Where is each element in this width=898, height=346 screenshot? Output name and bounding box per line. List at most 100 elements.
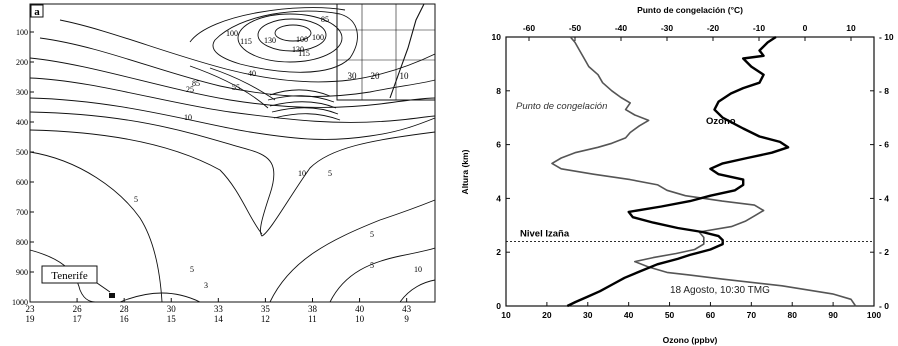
frost-point-tick-label: -20 bbox=[707, 23, 720, 33]
altitude-tick-label: 2 bbox=[496, 247, 501, 257]
altitude-tick-label-right: - 2 bbox=[879, 247, 889, 257]
frost-point-series-label: Punto de congelación bbox=[516, 101, 607, 112]
latitude-tick-label: 28 bbox=[120, 304, 130, 314]
ozone-tick-label: 20 bbox=[542, 310, 552, 320]
contour-jet-7 bbox=[190, 66, 268, 108]
longitude-tick-label: 11 bbox=[308, 314, 317, 324]
contour-value-label: 100 bbox=[226, 29, 238, 38]
longitude-tick-label: 19 bbox=[26, 314, 36, 324]
inset-tick-label: 30 bbox=[348, 71, 358, 81]
contour-value-label: 5 bbox=[134, 195, 138, 204]
ozone-tick-label: 80 bbox=[787, 310, 797, 320]
ozone-tick-label: 100 bbox=[867, 310, 881, 320]
contour-panel: 1002003004005006007008009001000 23 26 28 30… bbox=[0, 0, 440, 346]
altitude-tick-label-right: - 10 bbox=[879, 32, 894, 42]
inset-tick-label: 20 bbox=[371, 71, 381, 81]
ozone-tick-label: 90 bbox=[828, 310, 838, 320]
contour-jet-5 bbox=[274, 114, 340, 120]
inset-tick-label: 10 bbox=[400, 71, 410, 81]
longitude-axis: 19 17 16 15 14 12 11 10 9 bbox=[26, 314, 410, 324]
contour-value-label: 3 bbox=[204, 281, 208, 290]
latitude-tick-label: 40 bbox=[355, 304, 365, 314]
longitude-tick-label: 14 bbox=[214, 314, 224, 324]
contour-value-label: 5 bbox=[328, 169, 332, 178]
ozone-axis: 10 20 30 40 50 60 70 80 90 100 bbox=[501, 302, 881, 320]
latitude-tick-label: 33 bbox=[214, 304, 224, 314]
pressure-tick-label: 100 bbox=[16, 28, 28, 37]
pressure-tick-label: 300 bbox=[16, 88, 28, 97]
station-label: Tenerife bbox=[51, 270, 88, 282]
contour-5-far-right bbox=[330, 248, 435, 302]
frost-point-tick-label: -10 bbox=[753, 23, 766, 33]
frost-point-tick-label: 10 bbox=[846, 23, 856, 33]
altitude-tick-label: 10 bbox=[492, 32, 502, 42]
station-marker bbox=[109, 293, 115, 298]
latitude-tick-label: 26 bbox=[73, 304, 83, 314]
date-annotation: 18 Agosto, 10:30 TMG bbox=[670, 285, 770, 296]
frost-point-tick-label: -30 bbox=[661, 23, 674, 33]
frost-point-line bbox=[552, 37, 856, 306]
frost-point-tick-label: -50 bbox=[569, 23, 582, 33]
pressure-axis: 100 200 300 400 500 600 700 800 900 1000 bbox=[12, 28, 34, 307]
profile-panel: 10 20 30 40 50 60 70 80 90 100 -60 -50 -40 -30 -20 -10… bbox=[448, 0, 898, 346]
frost-point-tick-label: -60 bbox=[523, 23, 536, 33]
contour-value-label: 40 bbox=[248, 69, 256, 78]
panel-label: a bbox=[34, 6, 40, 18]
frost-point-axis-title: Punto de congelación (°C) bbox=[637, 5, 743, 15]
pressure-tick-label: 400 bbox=[16, 118, 28, 127]
pressure-tick-label: 600 bbox=[16, 178, 28, 187]
profile-plot-frame bbox=[506, 37, 874, 306]
contour-value-label: 5 bbox=[370, 230, 374, 239]
longitude-tick-label: 16 bbox=[120, 314, 130, 324]
altitude-tick-label: 0 bbox=[496, 301, 501, 311]
latitude-tick-label: 38 bbox=[308, 304, 318, 314]
contour-value-label: 25 bbox=[186, 85, 194, 94]
altitude-tick-label-right: - 0 bbox=[879, 301, 889, 311]
latitude-tick-label: 43 bbox=[402, 304, 412, 314]
contour-value-label: 100 bbox=[312, 33, 324, 42]
contour-85 bbox=[213, 11, 357, 72]
altitude-tick-label-right: - 6 bbox=[879, 140, 889, 150]
contour-value-label: 115 bbox=[240, 37, 252, 46]
station-pointer bbox=[97, 283, 110, 292]
ozone-tick-label: 10 bbox=[501, 310, 511, 320]
contour-10-west bbox=[30, 130, 262, 234]
altitude-tick-label: 8 bbox=[496, 86, 501, 96]
pressure-tick-label: 900 bbox=[16, 268, 28, 277]
longitude-tick-label: 17 bbox=[73, 314, 83, 324]
longitude-tick-label: 15 bbox=[167, 314, 177, 324]
pressure-tick-label: 800 bbox=[16, 238, 28, 247]
longitude-tick-label: 9 bbox=[404, 314, 409, 324]
contour-3 bbox=[120, 293, 200, 302]
inset-frame bbox=[337, 4, 435, 100]
ozone-tick-label: 70 bbox=[747, 310, 757, 320]
contour-jet-4 bbox=[272, 108, 338, 114]
longitude-tick-label: 10 bbox=[355, 314, 365, 324]
ozone-tick-label: 60 bbox=[706, 310, 716, 320]
contour-value-label: 130 bbox=[264, 36, 276, 45]
latitude-axis: 23 26 28 30 33 35 38 40 43 bbox=[26, 298, 412, 314]
contour-10-corner bbox=[400, 280, 435, 302]
contour-value-label: 10 bbox=[414, 265, 422, 274]
latitude-tick-label: 30 bbox=[167, 304, 177, 314]
altitude-tick-label: 4 bbox=[496, 193, 501, 203]
latitude-tick-label: 35 bbox=[261, 304, 271, 314]
ozone-tick-label: 30 bbox=[583, 310, 593, 320]
altitude-axis-left: 0 2 4 6 8 10 bbox=[492, 32, 510, 311]
contour-value-label: 100 bbox=[296, 35, 308, 44]
ozone-tick-label: 40 bbox=[624, 310, 634, 320]
pressure-tick-label: 200 bbox=[16, 58, 28, 67]
latitude-tick-label: 23 bbox=[26, 304, 36, 314]
contour-value-label: 10 bbox=[184, 113, 192, 122]
izana-level-label: Nivel Izaña bbox=[520, 228, 570, 239]
ozone-axis-title: Ozono (ppbv) bbox=[663, 335, 718, 345]
contour-value-label: 130 bbox=[292, 45, 304, 54]
contour-value-label: 85 bbox=[321, 15, 329, 24]
altitude-axis-title: Altura (km) bbox=[460, 149, 470, 194]
altitude-tick-label: 6 bbox=[496, 140, 501, 150]
contour-value-label: 5 bbox=[190, 265, 194, 274]
contour-value-label: 55 bbox=[232, 83, 240, 92]
ozone-tick-label: 50 bbox=[665, 310, 675, 320]
frost-point-tick-label: 0 bbox=[803, 23, 808, 33]
